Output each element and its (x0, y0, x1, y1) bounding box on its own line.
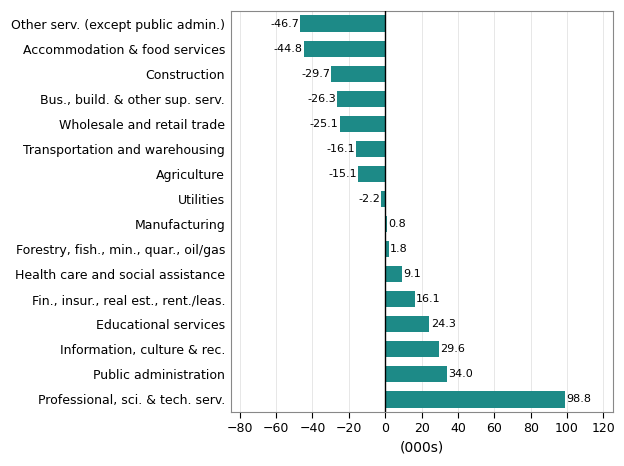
X-axis label: (000s): (000s) (399, 441, 444, 455)
Text: 98.8: 98.8 (567, 394, 592, 404)
Bar (385, 366, 447, 383)
Text: -46.7: -46.7 (271, 19, 300, 28)
Text: -25.1: -25.1 (310, 119, 339, 129)
Text: 16.1: 16.1 (416, 294, 441, 304)
Bar (385, 291, 414, 308)
Bar (338, 91, 385, 107)
Bar (304, 41, 385, 57)
Bar (385, 391, 565, 408)
Bar (385, 316, 429, 332)
Bar (358, 166, 385, 182)
Bar (385, 266, 402, 282)
Bar (356, 141, 385, 157)
Bar (381, 191, 385, 207)
Text: -29.7: -29.7 (301, 69, 330, 79)
Bar (331, 66, 385, 82)
Text: 1.8: 1.8 (390, 244, 407, 254)
Text: -44.8: -44.8 (274, 44, 303, 54)
Bar (385, 341, 439, 357)
Text: 0.8: 0.8 (388, 219, 406, 229)
Text: -15.1: -15.1 (328, 169, 357, 179)
Text: -16.1: -16.1 (326, 144, 355, 154)
Text: 9.1: 9.1 (403, 269, 421, 279)
Text: 24.3: 24.3 (431, 319, 456, 329)
Text: 34.0: 34.0 (449, 370, 473, 379)
Bar (385, 241, 389, 257)
Bar (385, 216, 387, 232)
Text: -26.3: -26.3 (308, 94, 336, 104)
Bar (339, 116, 385, 132)
Text: -2.2: -2.2 (358, 194, 380, 204)
Bar (300, 15, 385, 32)
Text: 29.6: 29.6 (441, 344, 466, 354)
